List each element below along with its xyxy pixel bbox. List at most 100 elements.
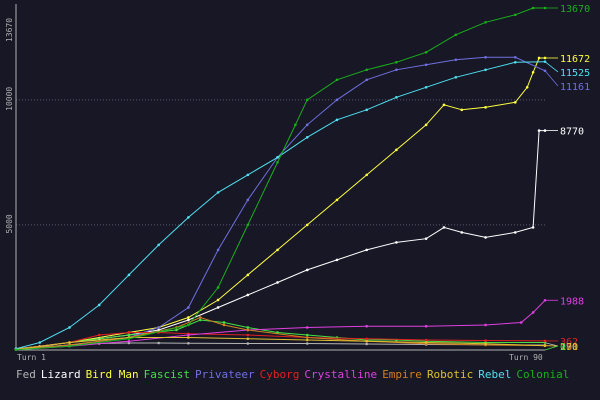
series-line bbox=[15, 57, 545, 350]
data-point bbox=[525, 86, 529, 89]
series-end-label: 11161 bbox=[560, 82, 590, 93]
data-point bbox=[246, 198, 250, 202]
label-leader bbox=[544, 61, 559, 73]
data-point bbox=[305, 342, 309, 345]
data-point bbox=[365, 108, 368, 112]
data-point bbox=[424, 237, 428, 240]
data-point bbox=[484, 106, 487, 109]
data-point bbox=[365, 248, 368, 252]
data-point bbox=[365, 337, 368, 341]
legend-item: Bird Man bbox=[85, 368, 139, 381]
data-point bbox=[531, 70, 535, 74]
data-point bbox=[187, 333, 190, 337]
data-point bbox=[276, 156, 279, 159]
legend-item: Privateer bbox=[194, 368, 255, 381]
data-point bbox=[216, 306, 220, 309]
data-point bbox=[246, 326, 250, 329]
series-line bbox=[15, 332, 546, 350]
data-point bbox=[335, 198, 339, 202]
series-end-label: 170 bbox=[560, 342, 578, 353]
series-end-label: 0 bbox=[560, 342, 566, 353]
data-point bbox=[187, 306, 190, 309]
data-point bbox=[484, 323, 487, 327]
data-point bbox=[484, 339, 487, 342]
legend-item: Fed bbox=[16, 368, 36, 381]
legend-item: Rebel bbox=[478, 368, 512, 381]
data-point bbox=[424, 341, 428, 344]
data-point bbox=[395, 68, 398, 72]
data-point bbox=[454, 58, 458, 62]
data-point bbox=[276, 248, 279, 252]
data-point bbox=[424, 123, 428, 127]
data-point bbox=[513, 60, 517, 64]
data-point bbox=[305, 326, 309, 329]
data-point bbox=[187, 318, 190, 322]
legend-item: Robotic bbox=[426, 368, 474, 381]
data-point bbox=[157, 326, 160, 329]
data-point bbox=[187, 316, 190, 319]
data-point bbox=[222, 321, 226, 324]
data-point bbox=[127, 331, 131, 334]
data-point bbox=[246, 333, 250, 337]
series-end-label: 11525 bbox=[560, 68, 590, 79]
data-point bbox=[246, 328, 250, 332]
data-point bbox=[246, 337, 250, 341]
label-leader bbox=[544, 342, 559, 347]
x-tick-label: Turn 1 bbox=[17, 353, 46, 362]
data-point bbox=[484, 55, 487, 59]
x-tick-label: Turn 90 bbox=[509, 353, 543, 362]
data-point bbox=[97, 303, 101, 307]
series-end-label: 181 bbox=[560, 342, 578, 353]
data-point bbox=[365, 173, 368, 177]
legend-item: Empire bbox=[382, 368, 422, 381]
y-tick-label: 5000 bbox=[5, 214, 14, 233]
data-point bbox=[460, 231, 464, 234]
data-point bbox=[395, 60, 398, 64]
data-point bbox=[484, 68, 487, 72]
series-line bbox=[15, 56, 546, 350]
data-point bbox=[442, 103, 446, 107]
data-point bbox=[484, 342, 487, 346]
legend-item: Colonial bbox=[516, 368, 570, 381]
data-point bbox=[424, 63, 428, 67]
data-point bbox=[68, 344, 71, 348]
data-point bbox=[513, 55, 517, 59]
data-point bbox=[187, 323, 190, 327]
data-point bbox=[305, 268, 309, 272]
data-point bbox=[460, 108, 464, 112]
data-point bbox=[68, 341, 71, 344]
data-point bbox=[513, 231, 517, 234]
data-point bbox=[187, 216, 190, 219]
data-point bbox=[395, 96, 398, 99]
series-line bbox=[15, 7, 545, 351]
chart-legend: Fed Lizard Bird Man Fascist Privateer Cyborg C… bbox=[16, 368, 574, 381]
data-point bbox=[187, 341, 190, 345]
series-end-label: 13670 bbox=[560, 4, 590, 15]
data-point bbox=[127, 273, 131, 277]
data-point bbox=[216, 298, 220, 302]
y-tick-label: 13670 bbox=[5, 18, 14, 42]
series-end-label: 362 bbox=[560, 337, 578, 348]
data-point bbox=[454, 76, 458, 79]
data-point bbox=[531, 6, 535, 10]
data-point bbox=[365, 68, 368, 72]
data-point bbox=[157, 341, 160, 345]
data-point bbox=[198, 316, 202, 319]
data-point bbox=[424, 338, 428, 342]
legend-item: Lizard bbox=[40, 368, 81, 381]
data-point bbox=[187, 336, 190, 339]
data-point bbox=[335, 118, 339, 122]
data-point bbox=[127, 337, 131, 341]
legend-item: Cyborg bbox=[259, 368, 300, 381]
data-point bbox=[395, 148, 398, 152]
series-line bbox=[15, 130, 545, 350]
data-point bbox=[335, 258, 339, 262]
series-line bbox=[15, 337, 546, 350]
label-leader bbox=[544, 70, 559, 87]
data-point bbox=[305, 98, 309, 102]
data-point bbox=[531, 311, 535, 314]
data-point bbox=[537, 56, 541, 60]
label-leader bbox=[544, 345, 559, 351]
data-point bbox=[276, 331, 279, 334]
